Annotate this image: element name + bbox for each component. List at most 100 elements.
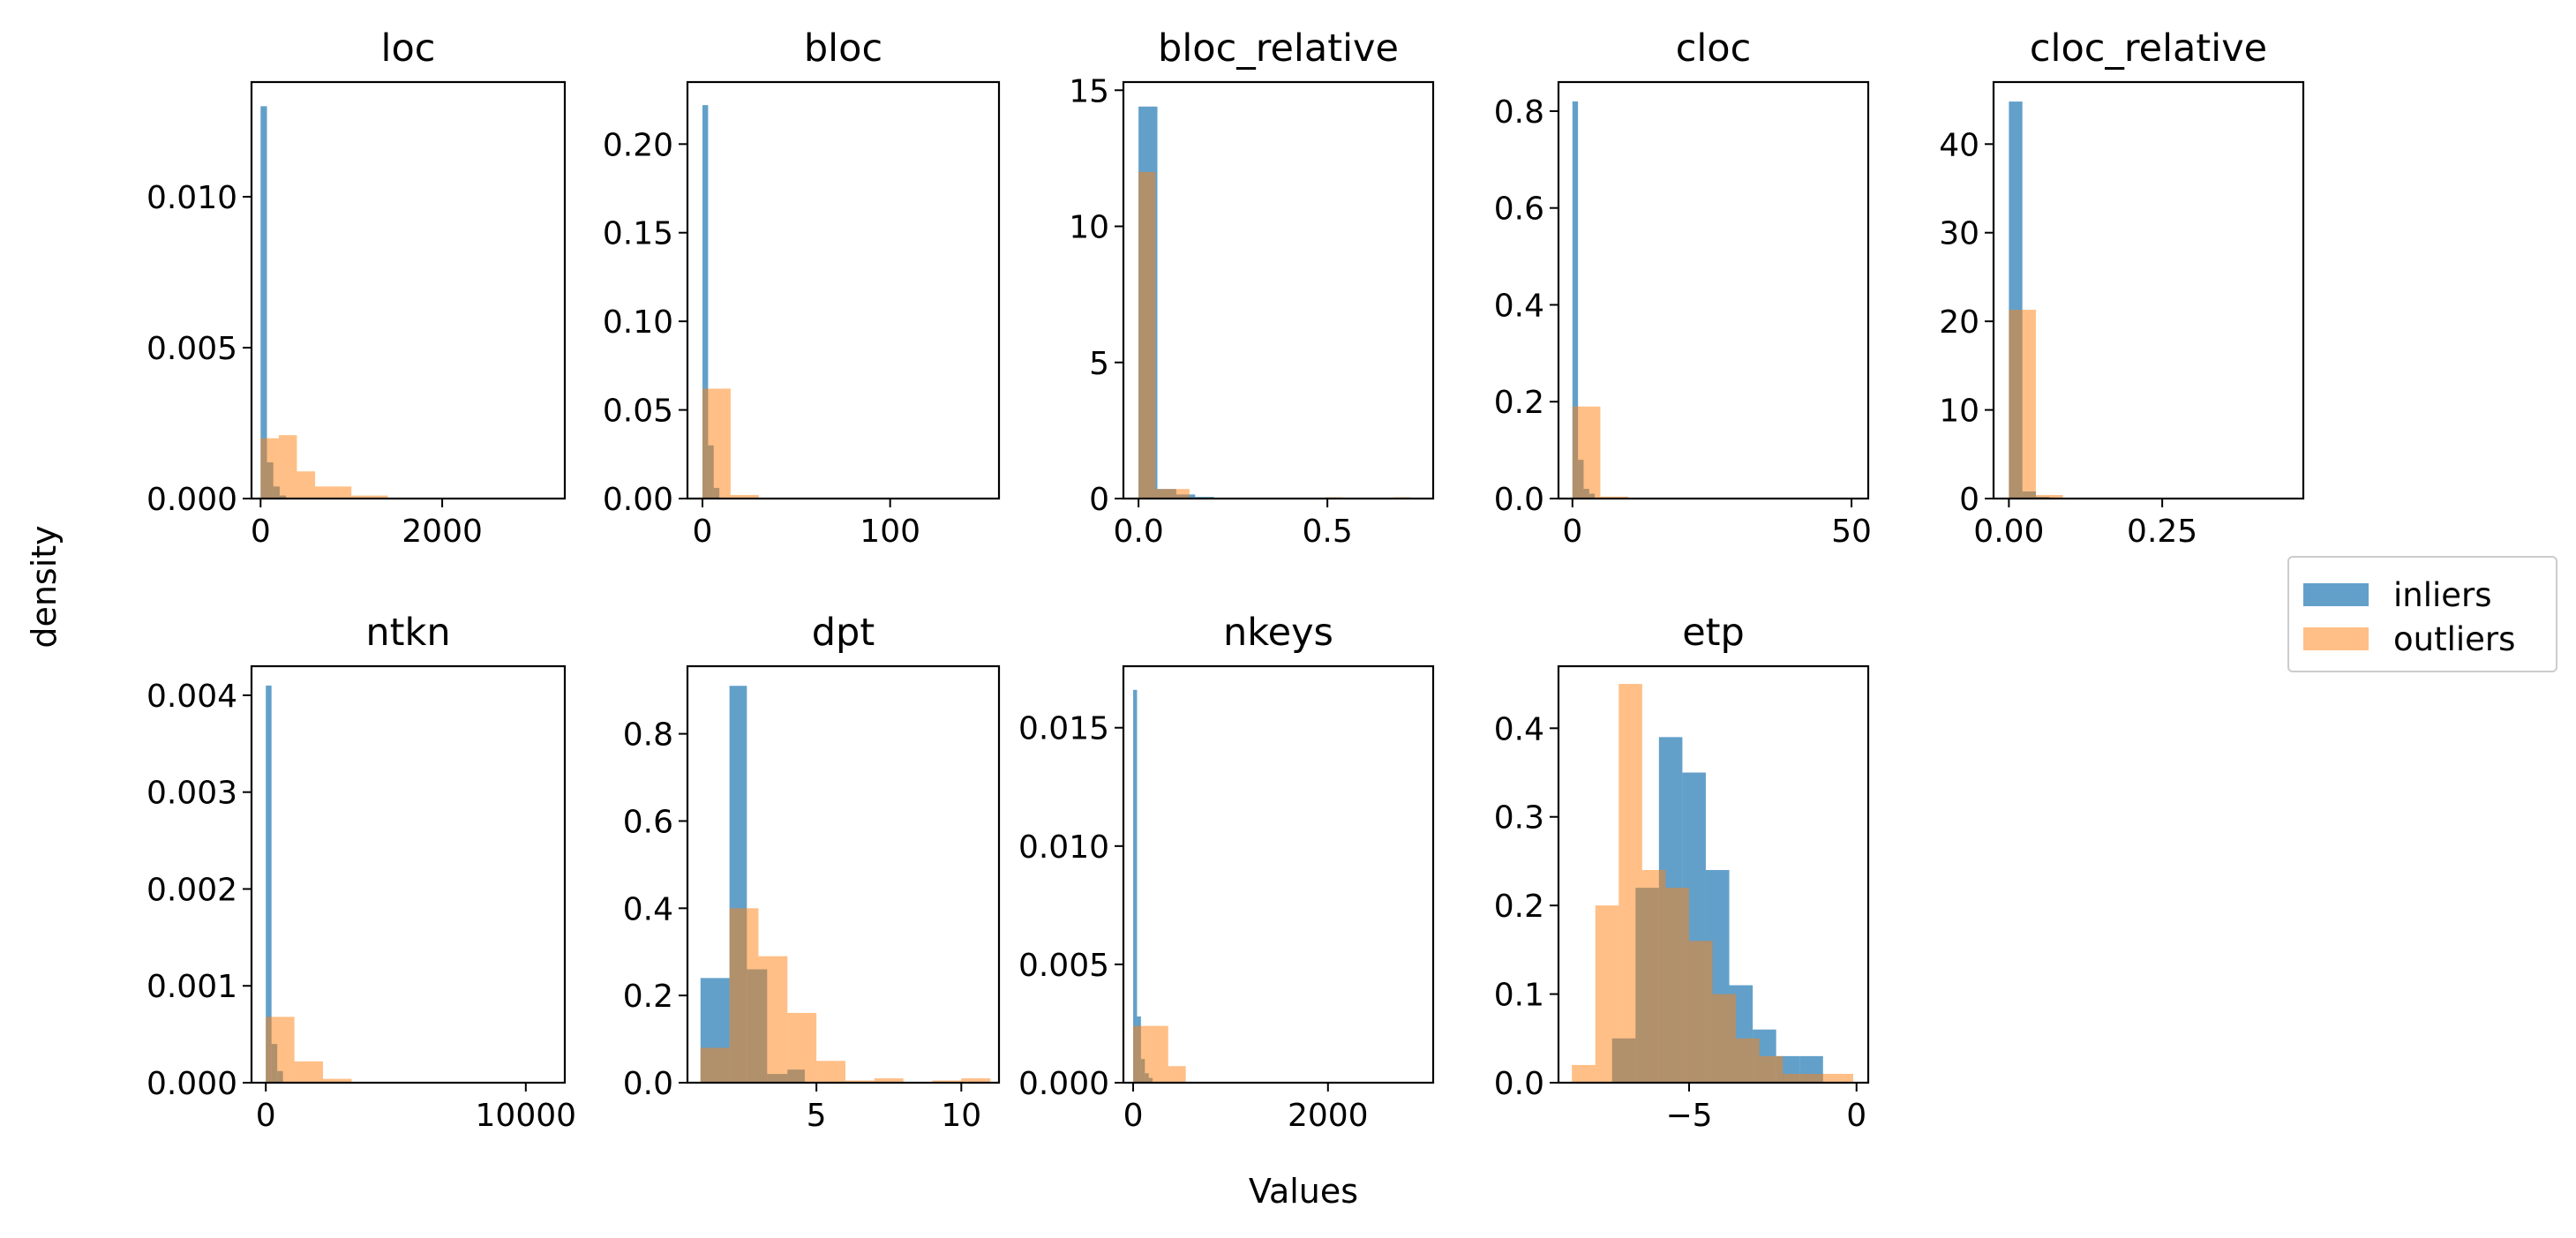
ytick-label-etp-0: 0.0 <box>1494 1066 1544 1102</box>
xtick-label-ntkn-0: 0 <box>256 1098 276 1134</box>
ytick-label-cloc-relative-0: 0 <box>1959 482 1979 518</box>
axes-frame-cloc-relative <box>1992 80 2305 500</box>
xtick-label-cloc-relative-0: 0.00 <box>1973 514 2044 550</box>
bar-dpt-outliers-5 <box>845 1080 875 1083</box>
ytick-label-bloc-3: 0.15 <box>603 216 673 252</box>
ytick-label-bloc-0: 0.00 <box>603 482 673 518</box>
xtick-label-bloc-relative-0: 0.0 <box>1113 514 1163 550</box>
bar-ntkn-outliers-2 <box>323 1078 352 1083</box>
bar-dpt-outliers-0 <box>700 1047 730 1083</box>
bar-dpt-outliers-4 <box>816 1061 845 1083</box>
axes-frame-cloc <box>1557 80 1870 500</box>
xtick-label-bloc-1: 100 <box>860 514 920 550</box>
ytick-label-cloc-1: 0.2 <box>1494 385 1544 421</box>
legend-swatch-inliers <box>2303 583 2369 606</box>
ytick-label-ntkn-3: 0.003 <box>146 776 237 812</box>
subplot-title-dpt: dpt <box>812 611 875 655</box>
xtick-label-ntkn-1: 10000 <box>476 1098 577 1134</box>
ytick-label-nkeys-1: 0.005 <box>1018 948 1109 984</box>
bar-dpt-outliers-2 <box>758 956 788 1083</box>
bar-etp-outliers-7 <box>1736 1038 1760 1083</box>
ytick-label-bloc-4: 0.20 <box>603 127 673 163</box>
bar-etp-outliers-3 <box>1641 869 1666 1083</box>
ytick-label-dpt-2: 0.4 <box>623 891 673 927</box>
ytick-label-cloc-2: 0.4 <box>1494 288 1544 324</box>
xtick-label-loc-1: 2000 <box>402 514 483 550</box>
bar-cloc-inliers-0 <box>1572 101 1579 499</box>
legend-label-inliers: inliers <box>2393 575 2492 614</box>
axes-frame-ntkn <box>250 664 567 1084</box>
bar-etp-outliers-10 <box>1806 1073 1830 1083</box>
ytick-label-etp-2: 0.2 <box>1494 889 1544 925</box>
xtick-label-dpt-1: 10 <box>941 1098 981 1134</box>
ytick-label-bloc-relative-2: 10 <box>1069 210 1109 246</box>
bar-dpt-outliers-1 <box>729 908 759 1083</box>
bar-etp-outliers-6 <box>1712 994 1737 1083</box>
axes-frame-dpt <box>686 664 1001 1084</box>
bar-loc-outliers-2 <box>297 471 316 499</box>
bar-etp-outliers-2 <box>1618 684 1642 1083</box>
figure-xlabel: Values <box>1248 1172 1359 1211</box>
bar-dpt-outliers-6 <box>874 1078 904 1083</box>
bar-nkeys-outliers-0 <box>1133 1025 1151 1083</box>
bar-etp-outliers-4 <box>1665 888 1689 1083</box>
ytick-label-bloc-relative-3: 15 <box>1069 73 1109 109</box>
bar-bloc-outliers-0 <box>702 388 731 499</box>
ytick-label-loc-1: 0.005 <box>146 331 237 367</box>
axes-frame-bloc <box>686 80 1001 500</box>
bar-dpt-outliers-7 <box>932 1080 962 1083</box>
bar-etp-outliers-5 <box>1688 941 1713 1083</box>
bar-etp-outliers-1 <box>1595 905 1619 1083</box>
ytick-label-cloc-relative-1: 10 <box>1939 394 1979 430</box>
bar-loc-outliers-0 <box>260 438 279 499</box>
xtick-label-nkeys-0: 0 <box>1123 1098 1144 1134</box>
subplot-title-cloc: cloc <box>1676 26 1752 71</box>
ytick-label-cloc-relative-3: 30 <box>1939 216 1979 252</box>
ytick-label-cloc-relative-2: 20 <box>1939 304 1979 341</box>
ytick-label-cloc-4: 0.8 <box>1494 94 1544 131</box>
ytick-label-cloc-relative-4: 40 <box>1939 127 1979 163</box>
bar-nkeys-outliers-2 <box>1168 1066 1186 1083</box>
bar-cloc-relative-outliers-0 <box>2009 310 2036 499</box>
subplot-title-etp: etp <box>1682 611 1745 655</box>
bar-etp-outliers-0 <box>1572 1064 1596 1083</box>
ytick-label-ntkn-0: 0.000 <box>146 1066 237 1102</box>
ytick-label-cloc-0: 0.0 <box>1494 482 1544 518</box>
bar-nkeys-inliers-0 <box>1133 689 1138 1083</box>
axes-frame-nkeys <box>1122 664 1435 1084</box>
axes-frame-loc <box>250 80 567 500</box>
xtick-label-etp-1: 0 <box>1846 1098 1866 1134</box>
bar-dpt-outliers-8 <box>961 1078 991 1083</box>
bar-etp-outliers-9 <box>1783 1073 1806 1083</box>
axes-frame-etp <box>1557 664 1870 1084</box>
bar-bloc-relative-outliers-0 <box>1138 171 1156 499</box>
ytick-label-bloc-1: 0.05 <box>603 394 673 430</box>
subplot-title-bloc-relative: bloc_relative <box>1158 26 1399 71</box>
xtick-label-cloc-0: 0 <box>1562 514 1582 550</box>
bar-dpt-outliers-3 <box>787 1012 817 1083</box>
legend-label-outliers: outliers <box>2393 619 2516 658</box>
ytick-label-dpt-3: 0.6 <box>623 804 673 840</box>
bar-nkeys-outliers-1 <box>1150 1025 1168 1083</box>
bar-cloc-relative-outliers-1 <box>2035 494 2063 499</box>
ytick-label-nkeys-0: 0.000 <box>1018 1066 1109 1102</box>
subplot-title-cloc-relative: cloc_relative <box>2030 26 2267 71</box>
bar-loc-inliers-0 <box>260 106 267 499</box>
ytick-label-etp-3: 0.3 <box>1494 800 1544 837</box>
bar-loc-outliers-3 <box>315 486 352 499</box>
ytick-label-cloc-3: 0.6 <box>1494 191 1544 228</box>
bar-ntkn-outliers-1 <box>294 1061 324 1083</box>
bar-bloc-relative-outliers-2 <box>1172 489 1190 499</box>
xtick-label-bloc-relative-1: 0.5 <box>1303 514 1353 550</box>
ytick-label-ntkn-4: 0.004 <box>146 679 237 715</box>
subplot-title-loc: loc <box>381 26 436 71</box>
bar-loc-outliers-1 <box>278 435 297 499</box>
ytick-label-dpt-1: 0.2 <box>623 979 673 1015</box>
bar-loc-outliers-4 <box>351 495 388 499</box>
bar-bloc-relative-outliers-1 <box>1155 489 1173 499</box>
ytick-label-etp-4: 0.4 <box>1494 711 1544 747</box>
figure-ylabel: density <box>25 525 64 649</box>
legend-swatch-outliers <box>2303 627 2369 650</box>
xtick-label-etp-0: −5 <box>1665 1098 1712 1134</box>
ytick-label-bloc-relative-1: 5 <box>1089 346 1109 382</box>
